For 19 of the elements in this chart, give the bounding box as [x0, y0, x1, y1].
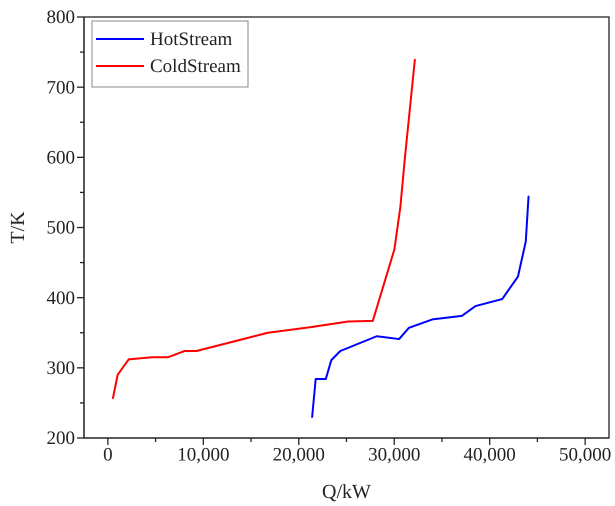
y-tick-label: 500 — [46, 218, 75, 239]
y-tick-label: 400 — [46, 288, 75, 309]
y-tick-label: 200 — [46, 428, 75, 450]
y-tick-label: 700 — [46, 77, 75, 98]
legend-label: ColdStream — [150, 56, 241, 77]
y-axis-title: T/K — [7, 210, 29, 244]
x-tick-label: 30,000 — [368, 444, 420, 466]
x-tick-label: 20,000 — [272, 444, 325, 466]
y-tick-label: 800 — [46, 7, 75, 28]
line-series — [311, 196, 530, 418]
x-tick-label: 40,000 — [464, 444, 516, 466]
x-tick-label: 10,000 — [177, 444, 230, 466]
legend-label: HotStream — [150, 29, 233, 50]
x-tick-label: 50,000 — [559, 444, 612, 466]
x-tick-label: 0 — [103, 444, 113, 466]
y-tick-label: 300 — [46, 358, 75, 379]
y-tick-label: 600 — [46, 147, 75, 168]
x-axis-title: Q/kW — [322, 481, 372, 503]
line-series — [112, 58, 416, 400]
